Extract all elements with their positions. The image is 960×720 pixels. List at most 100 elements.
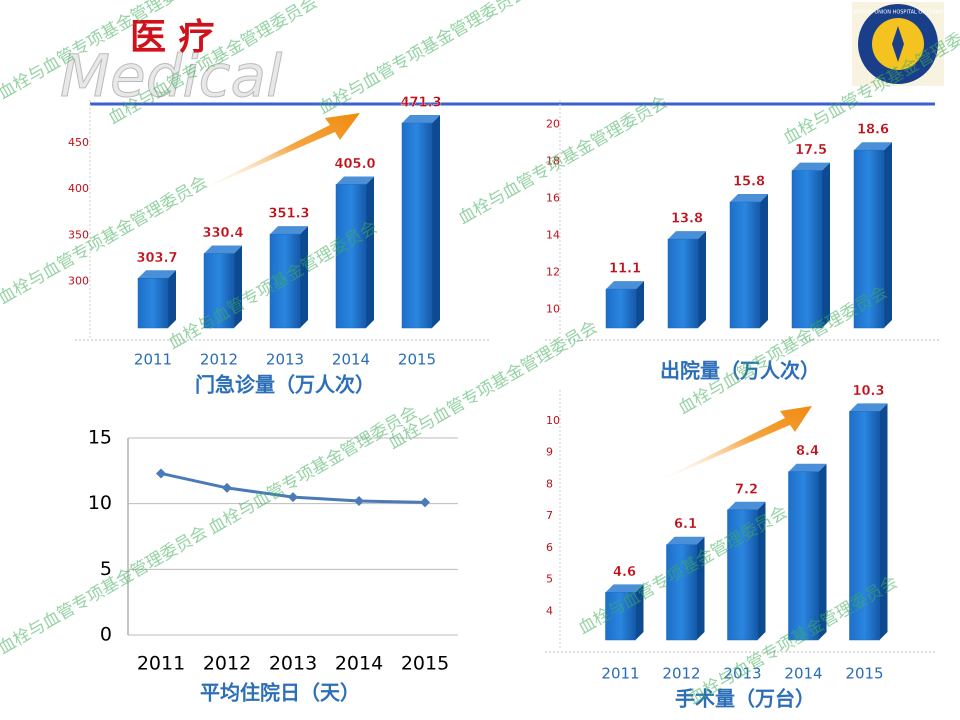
value-label: 471.3: [400, 96, 441, 111]
bar-top: [204, 245, 242, 254]
value-label: 10.3: [852, 384, 884, 399]
bar: [666, 544, 697, 641]
bar-side: [884, 142, 892, 328]
x-tick-label: 2014: [332, 351, 370, 369]
bar-top: [792, 162, 830, 171]
logo: WUHAN UNION HOSPITAL OF CHINA: [852, 2, 944, 86]
value-label: 330.4: [202, 226, 243, 241]
bar-top: [854, 142, 892, 151]
bar-side: [757, 501, 766, 640]
logo-text: WUHAN UNION HOSPITAL OF CHINA: [853, 10, 943, 16]
y-tick-label: 14: [546, 228, 560, 241]
bar: [788, 471, 819, 641]
bar: [203, 253, 235, 329]
marker: [420, 497, 430, 508]
x-tick-label: 2011: [601, 665, 639, 683]
y-tick-label: 4: [546, 604, 553, 617]
y-tick-label: 9: [546, 446, 553, 459]
chart-title: 平均住院日（天）: [200, 681, 360, 705]
x-tick-label: 2012: [203, 653, 251, 675]
bar-side: [366, 176, 374, 328]
y-tick-label: 10: [546, 414, 560, 427]
chart-title: 手术量（万台）: [675, 687, 815, 711]
bar-top: [270, 226, 308, 235]
y-tick-label: 7: [546, 509, 553, 522]
value-label: 303.7: [136, 251, 177, 266]
y-tick-label: 16: [546, 191, 560, 204]
x-tick-label: 2013: [266, 351, 304, 369]
bar: [605, 288, 637, 329]
watermark: 血栓与血管专项基金管理委员会: [205, 402, 421, 538]
y-tick-label: 18: [546, 154, 560, 167]
bar-top: [336, 176, 374, 185]
bar: [667, 238, 699, 329]
bar-top: [606, 281, 644, 290]
bar-side: [760, 194, 768, 328]
watermark: 血栓与血管专项基金管理委员会: [455, 92, 671, 228]
y-tick-label: 10: [88, 492, 112, 514]
bar: [137, 278, 169, 329]
value-label: 11.1: [609, 262, 641, 277]
bar: [849, 411, 880, 641]
y-tick-label: 300: [68, 275, 89, 288]
x-tick-label: 2012: [662, 665, 700, 683]
y-tick-label: 15: [88, 427, 112, 449]
value-label: 351.3: [268, 207, 309, 222]
x-tick-label: 2014: [335, 653, 383, 675]
x-tick-label: 2013: [269, 653, 317, 675]
value-label: 13.8: [671, 212, 703, 227]
value-label: 17.5: [795, 143, 827, 158]
y-tick-label: 5: [546, 573, 553, 586]
value-label: 18.6: [857, 123, 889, 138]
bar: [401, 122, 433, 329]
y-tick-label: 10: [546, 302, 560, 315]
bar-top: [788, 463, 827, 472]
bar-top: [402, 115, 440, 124]
y-tick-label: 450: [68, 136, 89, 149]
value-label: 6.1: [674, 517, 697, 532]
bar-side: [818, 463, 827, 640]
bar: [605, 592, 636, 641]
x-tick-label: 2012: [200, 351, 238, 369]
bar: [269, 233, 301, 329]
arrow: [650, 406, 812, 485]
title: 医 疗: [130, 16, 215, 58]
marker: [354, 496, 364, 507]
bar-side: [635, 584, 644, 640]
bar-top: [666, 536, 705, 545]
x-tick-label: 2011: [134, 351, 172, 369]
bar-top: [849, 403, 888, 412]
x-tick-label: 2015: [401, 653, 449, 675]
arrow: [190, 113, 360, 195]
bar-side: [698, 231, 706, 328]
bar: [335, 184, 367, 329]
value-label: 15.8: [733, 175, 765, 190]
bar-top: [730, 194, 768, 203]
bar: [853, 149, 885, 329]
x-tick-label: 2015: [845, 665, 883, 683]
watermark: 血栓与血管专项基金管理委员会: [0, 172, 211, 308]
bar-top: [727, 501, 766, 510]
watermark: 血栓与血管专项基金管理委员会: [385, 317, 601, 453]
marker: [156, 468, 166, 479]
x-tick-label: 2014: [784, 665, 822, 683]
bar-top: [138, 270, 176, 279]
bar-top: [605, 584, 644, 593]
chart-title: 出院量（万人次）: [660, 359, 820, 383]
value-label: 8.4: [796, 444, 819, 459]
bar-side: [300, 226, 308, 328]
marker: [222, 482, 232, 493]
y-tick-label: 20: [546, 117, 560, 130]
y-tick-label: 5: [100, 558, 112, 580]
y-tick-label: 12: [546, 265, 560, 278]
y-tick-label: 0: [100, 624, 112, 646]
x-tick-label: 2013: [723, 665, 761, 683]
y-tick-label: 6: [546, 541, 553, 554]
bar: [729, 201, 761, 329]
bar-side: [432, 115, 440, 329]
x-tick-label: 2011: [137, 653, 185, 675]
value-label: 7.2: [735, 482, 758, 497]
y-tick-label: 350: [68, 228, 89, 241]
bar-side: [636, 281, 644, 328]
